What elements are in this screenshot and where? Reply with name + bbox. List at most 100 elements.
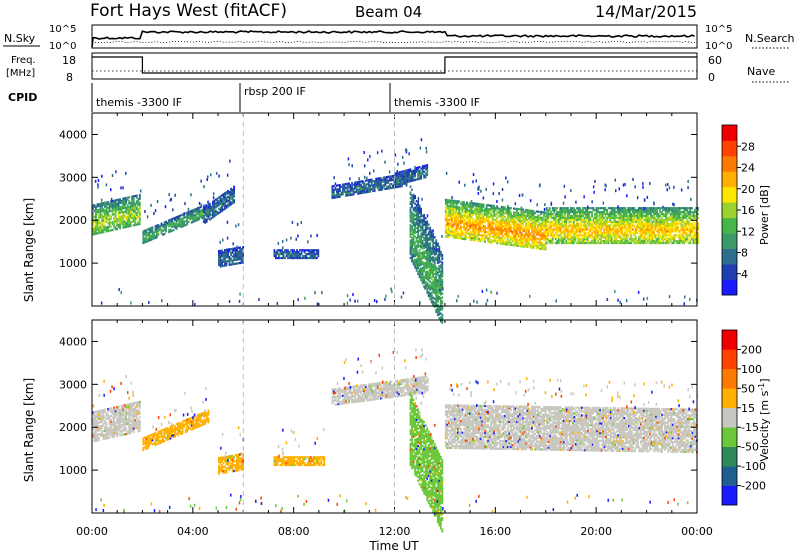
- echo-cell: [609, 230, 612, 233]
- echo-cell: [656, 241, 659, 245]
- echo-cell: [382, 186, 385, 189]
- echo-cell: [138, 205, 141, 208]
- echo-cell: [653, 220, 655, 223]
- echo-cell: [464, 226, 467, 229]
- echo-cell: [95, 226, 97, 230]
- echo-cell: [562, 226, 565, 229]
- echo-cell: [420, 255, 423, 259]
- echo-cell: [624, 224, 627, 227]
- echo-cell: [98, 204, 100, 208]
- echo-cell: [479, 205, 482, 208]
- echo-cell: [671, 211, 674, 214]
- echo-cell: [444, 227, 447, 230]
- echo-cell: [357, 180, 360, 184]
- echo-cell: [692, 240, 695, 243]
- echo-cell: [420, 257, 423, 261]
- echo-cell: [414, 218, 417, 221]
- echo-cell: [663, 234, 666, 237]
- echo-cell: [438, 278, 441, 281]
- echo-point: [414, 166, 416, 169]
- echo-cell: [418, 171, 421, 175]
- echo-cell: [615, 240, 618, 243]
- echo-cell: [426, 253, 429, 256]
- echo-cell: [556, 230, 559, 233]
- echo-cell: [195, 219, 198, 222]
- echo-cell: [485, 217, 488, 220]
- echo-cell: [430, 297, 433, 300]
- echo-cell: [606, 226, 609, 229]
- echo-cell: [128, 207, 131, 211]
- echo-cell: [566, 228, 569, 231]
- echo-cell: [528, 213, 530, 216]
- echo-cell: [526, 209, 529, 212]
- echo-cell: [403, 179, 406, 182]
- echo-cell: [225, 250, 228, 253]
- echo-cell: [470, 205, 473, 209]
- echo-cell: [650, 230, 652, 233]
- echo-cell: [607, 230, 610, 233]
- echo-cell: [583, 234, 586, 237]
- echo-cell: [134, 216, 137, 219]
- echo-cell: [107, 210, 109, 213]
- echo-cell: [370, 184, 373, 187]
- echo-cell: [651, 228, 654, 231]
- echo-cell: [199, 211, 202, 214]
- echo-cell: [522, 233, 524, 236]
- echo-cell: [143, 237, 146, 240]
- echo-cell: [663, 232, 666, 235]
- echo-cell: [628, 216, 631, 220]
- echo-cell: [591, 241, 593, 245]
- echo-cell: [213, 203, 216, 206]
- echo-cell: [544, 238, 547, 241]
- echo-cell: [497, 226, 500, 230]
- echo-cell: [461, 220, 464, 223]
- echo-cell: [415, 211, 418, 214]
- echo-cell: [433, 286, 436, 289]
- echo-cell: [315, 253, 318, 256]
- echo-cell: [436, 248, 439, 251]
- echo-cell: [110, 229, 113, 232]
- echo-cell: [586, 214, 589, 218]
- echo-cell: [429, 263, 432, 266]
- echo-cell: [101, 208, 103, 211]
- echo-cell: [417, 205, 420, 208]
- echo-cell: [628, 228, 631, 231]
- echo-cell: [671, 241, 674, 245]
- echo-cell: [444, 206, 447, 209]
- echo-cell: [574, 230, 577, 233]
- echo-cell: [444, 208, 447, 211]
- echo-cell: [294, 256, 297, 260]
- echo-cell: [503, 229, 506, 232]
- echo-cell: [237, 246, 240, 249]
- echo-cell: [467, 221, 470, 224]
- echo-cell: [559, 228, 562, 231]
- echo-cell: [543, 232, 546, 235]
- echo-cell: [233, 259, 236, 262]
- echo-cell: [473, 231, 476, 234]
- echo-cell: [523, 243, 526, 246]
- echo-cell: [681, 234, 684, 237]
- echo-cell: [683, 228, 686, 231]
- echo-cell: [221, 251, 223, 254]
- echo-cell: [553, 211, 556, 214]
- echo-cell: [315, 256, 318, 260]
- echo-cell: [654, 216, 657, 220]
- echo-cell: [215, 214, 217, 217]
- echo-point: [419, 146, 422, 150]
- echo-cell: [116, 222, 119, 225]
- echo-cell: [376, 179, 379, 182]
- echo-cell: [432, 236, 435, 240]
- echo-cell: [517, 244, 520, 247]
- echo-cell: [579, 226, 581, 229]
- echo-cell: [364, 183, 367, 186]
- echo-cell: [415, 261, 418, 265]
- echo-cell: [309, 256, 312, 260]
- echo-cell: [156, 226, 158, 229]
- echo-cell: [461, 216, 464, 219]
- echo-cell: [675, 211, 678, 214]
- echo-cell: [430, 256, 433, 260]
- echo-cell: [616, 230, 619, 233]
- echo-cell: [460, 235, 462, 238]
- echo-cell: [446, 222, 449, 225]
- echo-cell: [686, 211, 689, 214]
